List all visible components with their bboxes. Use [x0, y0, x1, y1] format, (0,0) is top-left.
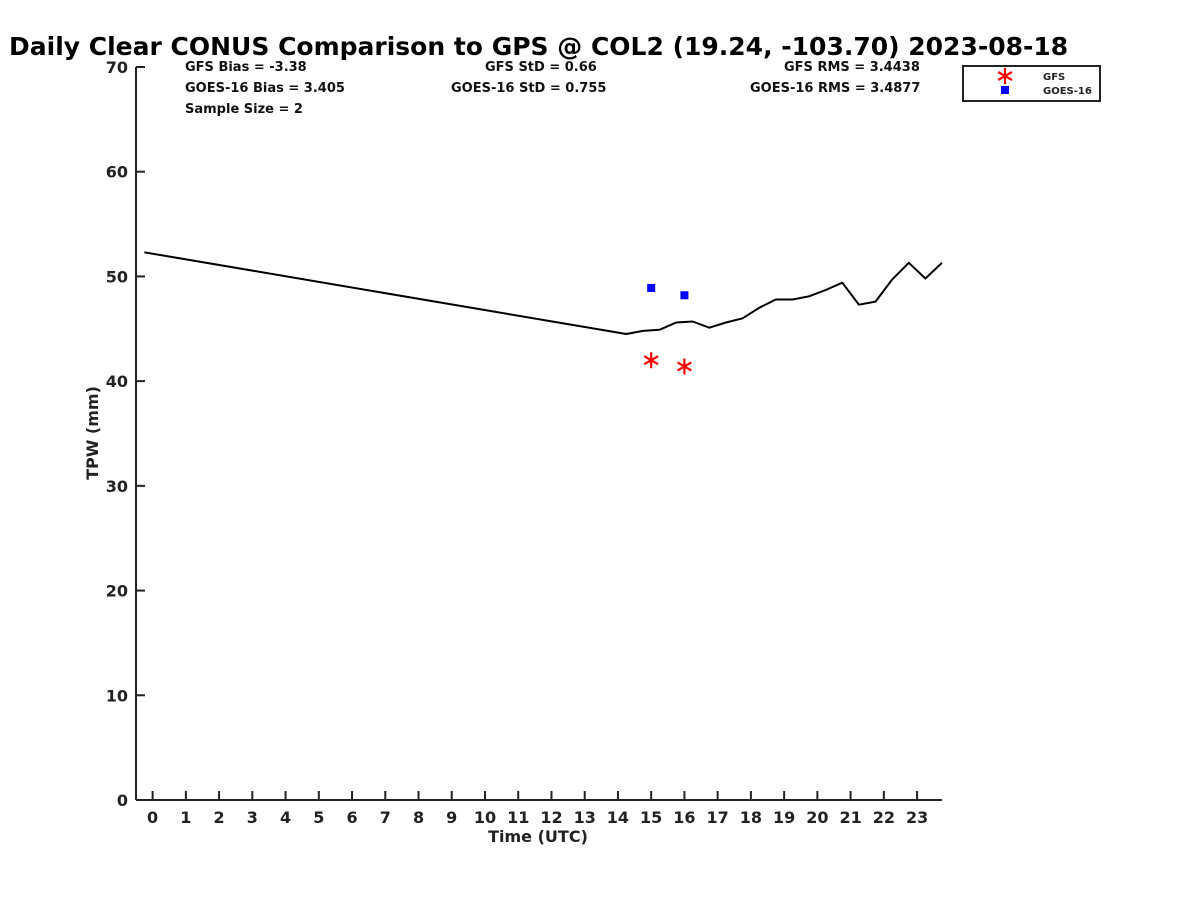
x-tick-label: 2 — [214, 808, 225, 827]
y-tick-label: 60 — [106, 163, 128, 182]
gfs-point-stroke — [643, 355, 659, 366]
y-tick-label: 10 — [106, 686, 128, 705]
x-tick-label: 16 — [673, 808, 695, 827]
x-tick-label: 11 — [507, 808, 529, 827]
gfs-point — [643, 352, 659, 369]
x-tick-label: 9 — [446, 808, 457, 827]
legend-gfs-star-stroke — [997, 71, 1013, 81]
legend-box — [962, 65, 1101, 102]
x-tick-label: 18 — [740, 808, 762, 827]
goes-16-point — [680, 291, 689, 300]
gfs-bias-stat: GFS Bias = -3.38 — [185, 60, 307, 75]
x-tick-label: 23 — [906, 808, 928, 827]
goes-rms-stat: GOES-16 RMS = 3.4877 — [750, 81, 920, 96]
x-tick-label: 15 — [640, 808, 662, 827]
x-ticks: 0 1 2 3 4 5 6 7 8 9 10 11 12 13 14 15 16 17 18 19 20 21 22 23 — [147, 791, 928, 827]
x-tick-label: 22 — [873, 808, 895, 827]
sample-size-stat: Sample Size = 2 — [185, 102, 303, 117]
gfs-rms-stat: GFS RMS = 3.4438 — [784, 60, 920, 75]
y-tick-label: 70 — [106, 58, 128, 77]
x-tick-label: 6 — [346, 808, 357, 827]
x-tick-label: 4 — [280, 808, 291, 827]
legend-gfs-star — [997, 68, 1013, 84]
legend-gfs-label: GFS — [1043, 72, 1065, 83]
x-tick-label: 12 — [540, 808, 562, 827]
x-tick-label: 21 — [839, 808, 861, 827]
chart-title: Daily Clear CONUS Comparison to GPS @ CO… — [9, 32, 1068, 61]
goes-std-stat: GOES-16 StD = 0.755 — [451, 81, 606, 96]
gfs-std-stat: GFS StD = 0.66 — [485, 60, 597, 75]
x-tick-label: 17 — [707, 808, 729, 827]
x-tick-label: 20 — [806, 808, 828, 827]
y-ticks: 0 10 20 30 40 50 60 70 — [106, 58, 145, 810]
legend-gfs-star-icon — [997, 68, 1013, 84]
goes-16-point — [647, 283, 656, 292]
x-tick-label: 7 — [380, 808, 391, 827]
y-tick-label: 0 — [117, 791, 128, 810]
x-tick-label: 5 — [313, 808, 324, 827]
y-tick-label: 30 — [106, 477, 128, 496]
x-tick-label: 14 — [607, 808, 629, 827]
gfs-point — [676, 358, 692, 375]
y-tick-label: 20 — [106, 582, 128, 601]
legend-goes-label: GOES-16 — [1043, 86, 1092, 97]
gps-series-line — [144, 251, 943, 335]
x-tick-label: 8 — [413, 808, 424, 827]
x-axis-label: Time (UTC) — [488, 827, 588, 846]
gfs-point-stroke — [676, 361, 692, 372]
plot-area — [144, 251, 943, 375]
x-tick-label: 19 — [773, 808, 795, 827]
legend: GFS GOES-16 — [962, 65, 1101, 102]
x-tick-label: 1 — [180, 808, 191, 827]
x-tick-label: 3 — [247, 808, 258, 827]
x-tick-label: 13 — [574, 808, 596, 827]
y-axis-label: TPW (mm) — [83, 386, 102, 480]
x-tick-label: 10 — [474, 808, 496, 827]
x-tick-label: 0 — [147, 808, 158, 827]
y-tick-label: 50 — [106, 267, 128, 286]
legend-goes-square-icon — [1001, 86, 1009, 94]
goes-bias-stat: GOES-16 Bias = 3.405 — [185, 81, 345, 96]
y-tick-label: 40 — [106, 372, 128, 391]
